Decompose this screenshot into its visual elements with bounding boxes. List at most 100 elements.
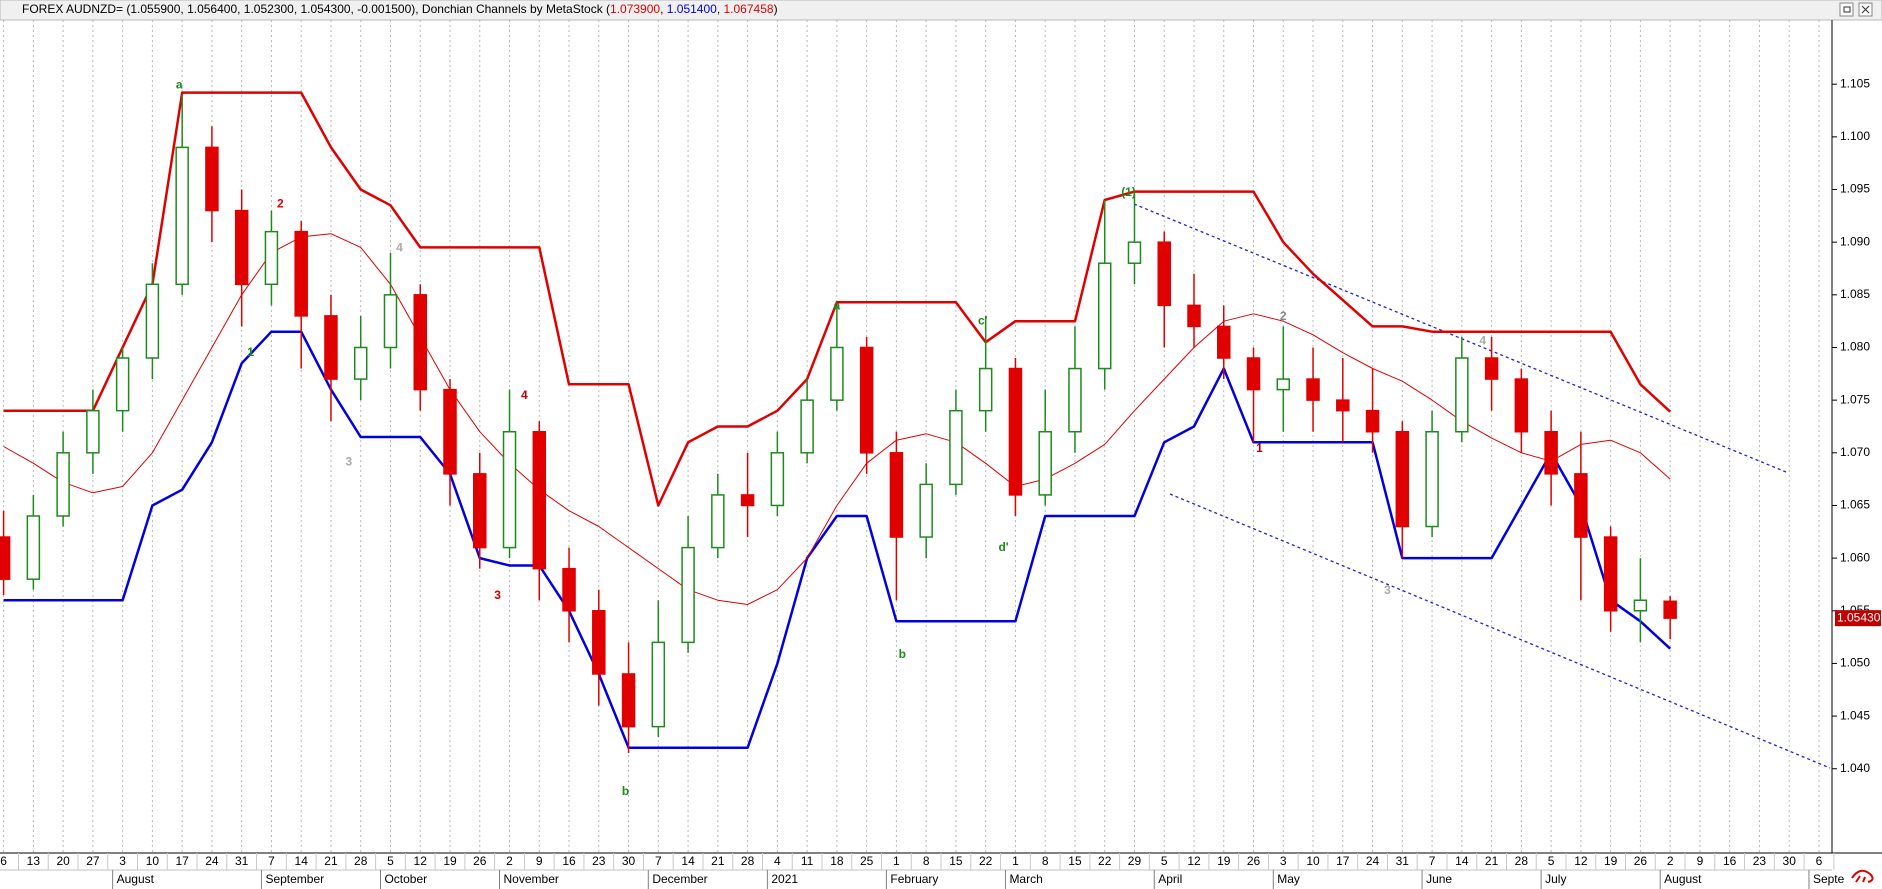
candle-body — [264, 230, 279, 286]
candle-body — [711, 494, 725, 549]
candle-body — [175, 146, 189, 286]
y-tick-label: 1.080 — [1840, 340, 1870, 354]
x-tick-label: 15 — [949, 854, 963, 868]
candle-body — [1157, 241, 1171, 307]
month-label: November — [504, 872, 559, 886]
x-tick-label: 7 — [268, 854, 275, 868]
month-label: Septe — [1813, 872, 1845, 886]
wave-label: 2 — [277, 196, 284, 210]
x-tick-label: 3 — [119, 854, 126, 868]
title-text: FOREX AUDNZD= (1.055900, 1.056400, 1.052… — [22, 2, 610, 16]
wave-label: d' — [998, 540, 1008, 554]
separator: , — [660, 2, 667, 16]
x-tick-label: 30 — [1783, 854, 1797, 868]
wave-label: 2 — [1280, 309, 1287, 323]
series-line — [3, 330, 1672, 749]
x-tick-label: 5 — [1161, 854, 1168, 868]
wave-label: 3 — [345, 454, 352, 468]
x-tick-label: 30 — [622, 854, 636, 868]
x-tick-label: 21 — [1485, 854, 1499, 868]
candle-body — [353, 346, 368, 380]
x-tick-label: 1 — [893, 854, 900, 868]
y-tick-label: 1.070 — [1840, 445, 1870, 459]
candle-body — [0, 536, 11, 580]
x-tick-label: 5 — [1548, 854, 1555, 868]
candle-body — [1574, 473, 1588, 538]
x-tick-label: 31 — [1396, 854, 1410, 868]
month-label: September — [265, 872, 324, 886]
candle-body — [830, 346, 844, 401]
month-label: December — [652, 872, 707, 886]
candle-body — [592, 610, 606, 675]
x-tick-label: 9 — [1697, 854, 1704, 868]
x-tick-label: 14 — [295, 854, 309, 868]
candle-body — [1246, 357, 1261, 391]
candle-body — [234, 209, 249, 286]
candle-body — [1187, 304, 1201, 328]
x-tick-label: 4 — [774, 854, 781, 868]
y-tick-label: 1.060 — [1840, 550, 1870, 564]
candle-body — [86, 409, 100, 454]
series-line — [3, 91, 1672, 507]
x-tick-label: 12 — [414, 854, 428, 868]
x-tick-label: 27 — [86, 854, 100, 868]
candle-body — [1097, 262, 1112, 370]
x-tick-label: 6 — [1816, 854, 1823, 868]
indicator-value: 1.073900 — [610, 2, 660, 16]
series-line — [3, 233, 1671, 605]
x-tick-label: 16 — [1723, 854, 1737, 868]
candle-body — [978, 367, 993, 412]
candle-body — [740, 494, 755, 507]
candle-body — [1365, 409, 1380, 433]
candle-body — [205, 146, 219, 212]
candle-body — [1633, 599, 1648, 612]
x-tick-label: 19 — [1217, 854, 1231, 868]
candle-body — [473, 473, 487, 549]
candle-body — [770, 452, 785, 507]
candle-body — [1425, 430, 1439, 528]
candle-body — [502, 430, 517, 549]
x-tick-label: 11 — [801, 854, 814, 868]
candle-body — [1276, 378, 1291, 391]
x-tick-label: 21 — [324, 854, 338, 868]
wave-label: b — [622, 784, 629, 798]
wave-label: 1 — [1256, 441, 1263, 455]
candle-body — [562, 567, 576, 612]
x-tick-label: 7 — [1429, 854, 1436, 868]
candle-body — [949, 409, 963, 486]
restore-icon — [1843, 6, 1851, 13]
x-tick-label: 12 — [1187, 854, 1201, 868]
x-tick-label: 2 — [506, 854, 513, 868]
x-tick-label: 14 — [681, 854, 695, 868]
candle-body — [26, 515, 41, 580]
x-tick-label: 23 — [592, 854, 606, 868]
x-tick-label: 1 — [1012, 854, 1019, 868]
x-tick-label: 9 — [536, 854, 543, 868]
candle-body — [145, 283, 160, 359]
x-tick-label: 22 — [1098, 854, 1112, 868]
month-label: February — [890, 872, 938, 886]
x-tick-label: 3 — [1280, 854, 1287, 868]
indicator-value: 1.051400 — [667, 2, 717, 16]
indicator-value: 1.067458 — [724, 2, 774, 16]
candle-body — [324, 315, 338, 380]
x-tick-label: 13 — [27, 854, 41, 868]
candle-body — [1127, 241, 1142, 264]
y-tick-label: 1.090 — [1840, 234, 1870, 248]
wave-label: a — [176, 77, 183, 91]
candle-body — [532, 430, 547, 570]
x-tick-label: 29 — [1128, 854, 1142, 868]
candle-body — [1008, 367, 1023, 496]
x-tick-label: 12 — [1574, 854, 1588, 868]
x-tick-label: 14 — [1455, 854, 1469, 868]
x-tick-label: 17 — [1336, 854, 1350, 868]
y-tick-label: 1.050 — [1840, 656, 1870, 670]
candle-body — [1217, 325, 1231, 359]
y-tick-label: 1.075 — [1840, 392, 1870, 406]
y-tick-label: 1.105 — [1840, 76, 1870, 90]
candle-body — [1336, 399, 1350, 412]
restore-button[interactable] — [1839, 2, 1854, 17]
candle-body — [889, 452, 904, 538]
